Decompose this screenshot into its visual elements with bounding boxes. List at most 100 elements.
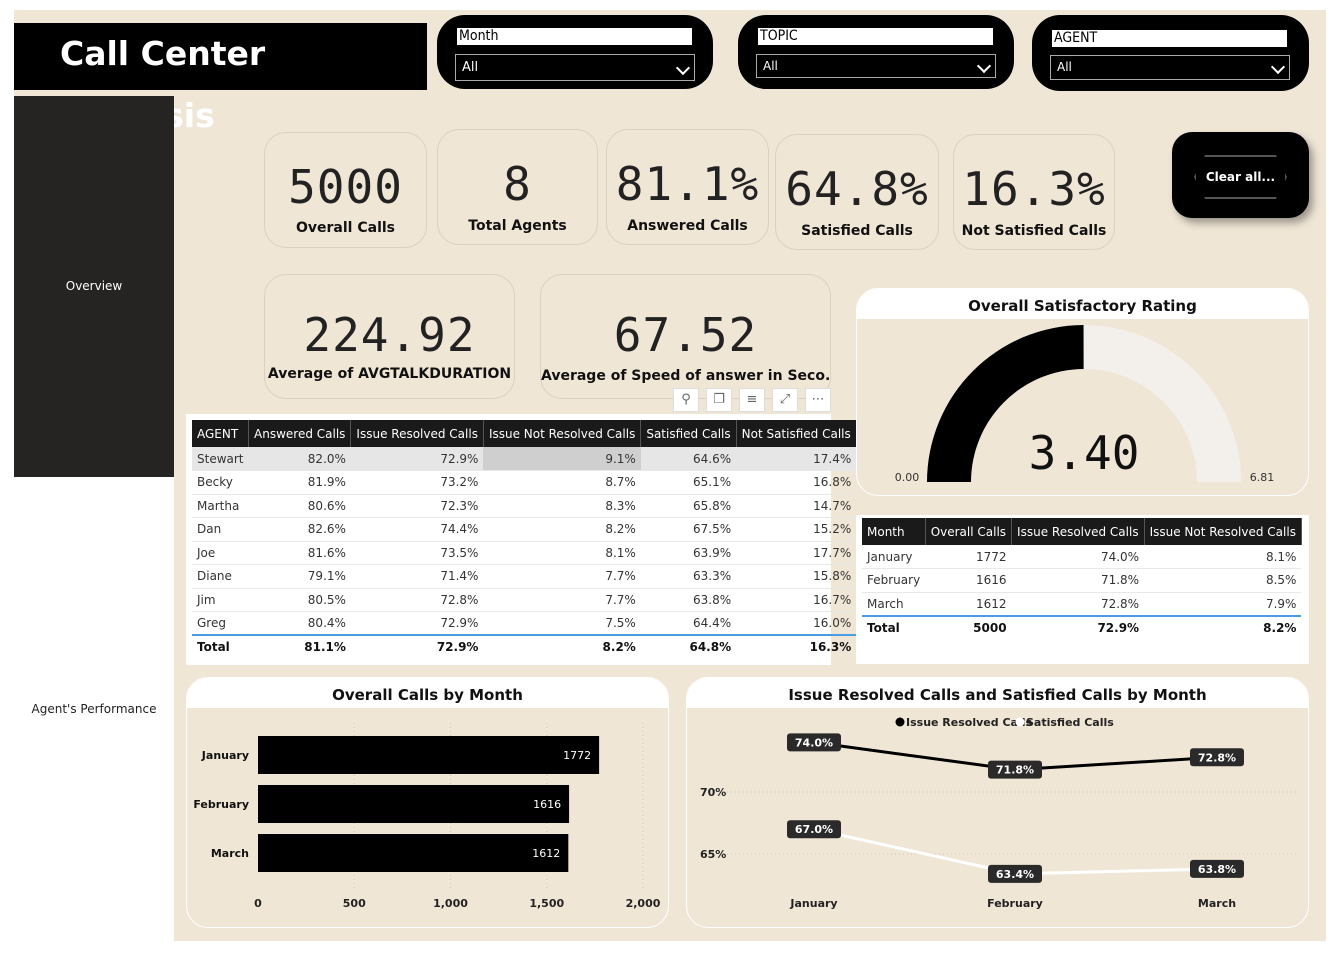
kpi-value: 224.92 xyxy=(303,308,476,362)
column-header[interactable]: Month xyxy=(862,518,926,545)
table-cell: 1612 xyxy=(925,592,1012,616)
column-header[interactable]: Issue Resolved Calls xyxy=(350,420,484,447)
gauge-chart: 3.40 0.00 6.81 xyxy=(895,325,1274,484)
table-cell: 64.4% xyxy=(640,611,737,636)
bar[interactable] xyxy=(258,785,570,823)
legend-label: Satisfied Calls xyxy=(1026,716,1114,729)
table-row[interactable]: Becky 81.9% 73.2% 8.7% 65.1% 16.8% xyxy=(192,470,857,495)
category-label: February xyxy=(193,798,249,811)
topic-dropdown-value: All xyxy=(763,59,778,73)
agent-dropdown[interactable]: All xyxy=(1050,55,1290,80)
table-cell: 63.8% xyxy=(640,588,737,612)
column-header[interactable]: Issue Resolved Calls xyxy=(1011,518,1145,545)
chevron-down-icon xyxy=(976,58,992,74)
table-cell: 8.1% xyxy=(483,541,641,565)
table-cell: 5000 xyxy=(925,614,1012,639)
kpi-value: 8 xyxy=(503,157,532,211)
table-cell: 79.1% xyxy=(248,564,351,589)
kpi-value: 16.3% xyxy=(962,162,1106,216)
table-row[interactable]: Diane 79.1% 71.4% 7.7% 63.3% 15.8% xyxy=(192,564,857,589)
month-slicer-title: Month xyxy=(457,28,692,45)
chevron-down-icon xyxy=(1270,59,1286,75)
filter-icon[interactable]: ≡ xyxy=(739,388,765,412)
gauge-remaining-arc xyxy=(1083,325,1241,482)
month-table-panel: Month Overall Calls Issue Resolved Calls Is… xyxy=(856,515,1309,664)
table-cell: 81.6% xyxy=(248,541,351,565)
table-row[interactable]: February 1616 71.8% 8.5% xyxy=(862,568,1302,593)
table-cell: January xyxy=(862,545,926,569)
agent-slicer-title: AGENT xyxy=(1052,30,1287,47)
table-row[interactable]: Greg 80.4% 72.9% 7.5% 64.4% 16.0% xyxy=(192,611,857,636)
table-cell: Total xyxy=(192,634,249,659)
kpi-value: 5000 xyxy=(288,160,403,214)
column-header[interactable]: Answered Calls xyxy=(248,420,352,447)
table-cell: 81.1% xyxy=(248,634,351,659)
y-tick-label: 70% xyxy=(700,786,726,799)
bar-chart-title: Overall Calls by Month xyxy=(187,678,668,708)
table-cell: 7.7% xyxy=(483,588,641,612)
nav-agents-panel[interactable] xyxy=(14,477,174,941)
nav-agents-label[interactable]: Agent's Performance xyxy=(31,702,157,716)
table-row[interactable]: Stewart 82.0% 72.9% 9.1% 64.6% 17.4% xyxy=(192,447,857,471)
table-row[interactable]: Jim 80.5% 72.8% 7.7% 63.8% 16.7% xyxy=(192,588,857,612)
column-header[interactable]: Issue Not Resolved Calls xyxy=(483,420,642,447)
gauge-value: 3.40 xyxy=(1029,426,1140,480)
column-header[interactable]: Not Satisfied Calls xyxy=(736,420,857,447)
clear-all-button[interactable]: Clear all... xyxy=(1194,155,1287,199)
data-label-bg xyxy=(787,820,841,839)
x-tick-label: March xyxy=(1198,897,1236,910)
table-cell: 8.5% xyxy=(1144,568,1302,593)
table-row[interactable]: Dan 82.6% 74.4% 8.2% 67.5% 15.2% xyxy=(192,517,857,542)
nav-overview-label[interactable]: Overview xyxy=(65,279,123,293)
y-tick-label: 65% xyxy=(700,848,726,861)
table-cell: 65.8% xyxy=(640,494,737,518)
column-header[interactable]: AGENT xyxy=(192,420,250,447)
table-cell: 17.7% xyxy=(736,541,857,565)
nav-overview-panel[interactable] xyxy=(14,96,174,477)
copy-icon[interactable]: ❐ xyxy=(706,388,732,412)
kpi-not-satisfied-calls: 16.3% Not Satisfied Calls xyxy=(953,134,1115,250)
gauge-min-label: 0.00 xyxy=(895,471,920,484)
focus-mode-icon[interactable]: ⤢ xyxy=(772,388,798,412)
data-label: 67.0% xyxy=(795,823,833,836)
table-row[interactable]: January 1772 74.0% 8.1% xyxy=(862,545,1302,569)
month-dropdown[interactable]: All xyxy=(455,54,695,81)
table-cell: 63.9% xyxy=(640,541,737,565)
table-row[interactable]: Martha 80.6% 72.3% 8.3% 65.8% 14.7% xyxy=(192,494,857,518)
month-dropdown-value: All xyxy=(462,60,479,75)
table-cell: 64.8% xyxy=(640,634,737,659)
table-cell: 73.5% xyxy=(350,541,484,565)
x-tick-label: 0 xyxy=(254,897,262,910)
table-cell: 63.3% xyxy=(640,564,737,589)
table-cell: Martha xyxy=(192,494,249,518)
column-header[interactable]: Issue Not Resolved Calls xyxy=(1144,518,1302,545)
agent-dropdown-value: All xyxy=(1057,60,1072,74)
bar[interactable] xyxy=(258,834,569,872)
month-slicer: Month All xyxy=(437,15,713,89)
bar[interactable] xyxy=(258,736,600,774)
kpi-value: 81.1% xyxy=(615,157,760,211)
table-cell: 72.8% xyxy=(350,588,484,612)
table-cell: 72.9% xyxy=(1011,614,1145,639)
table-cell: Jim xyxy=(192,588,249,612)
table-cell: March xyxy=(862,592,926,616)
pin-icon[interactable]: ⚲ xyxy=(673,388,699,412)
table-row[interactable]: March 1612 72.8% 7.9% xyxy=(862,592,1302,616)
column-header[interactable]: Overall Calls xyxy=(925,518,1013,545)
resolved-satisfied-panel: Issue Resolved Calls and Satisfied Calls… xyxy=(686,677,1309,928)
data-label-bg xyxy=(988,760,1042,779)
data-label: 74.0% xyxy=(795,736,833,749)
table-cell: 65.1% xyxy=(640,470,737,495)
table-cell: 82.6% xyxy=(248,517,351,542)
line-chart-title: Issue Resolved Calls and Satisfied Calls… xyxy=(687,678,1308,708)
topic-dropdown[interactable]: All xyxy=(756,54,996,78)
chevron-down-icon xyxy=(675,60,691,76)
kpi-label: Not Satisfied Calls xyxy=(961,223,1107,239)
kpi-label: Average of AVGTALKDURATION xyxy=(267,366,512,382)
table-row[interactable]: Joe 81.6% 73.5% 8.1% 63.9% 17.7% xyxy=(192,541,857,565)
report-title: Call Center Analysis xyxy=(14,23,427,135)
column-header[interactable]: Satisfied Calls xyxy=(640,420,737,447)
more-options-icon[interactable]: ⋯ xyxy=(805,388,831,412)
table-cell: 8.2% xyxy=(483,634,641,659)
